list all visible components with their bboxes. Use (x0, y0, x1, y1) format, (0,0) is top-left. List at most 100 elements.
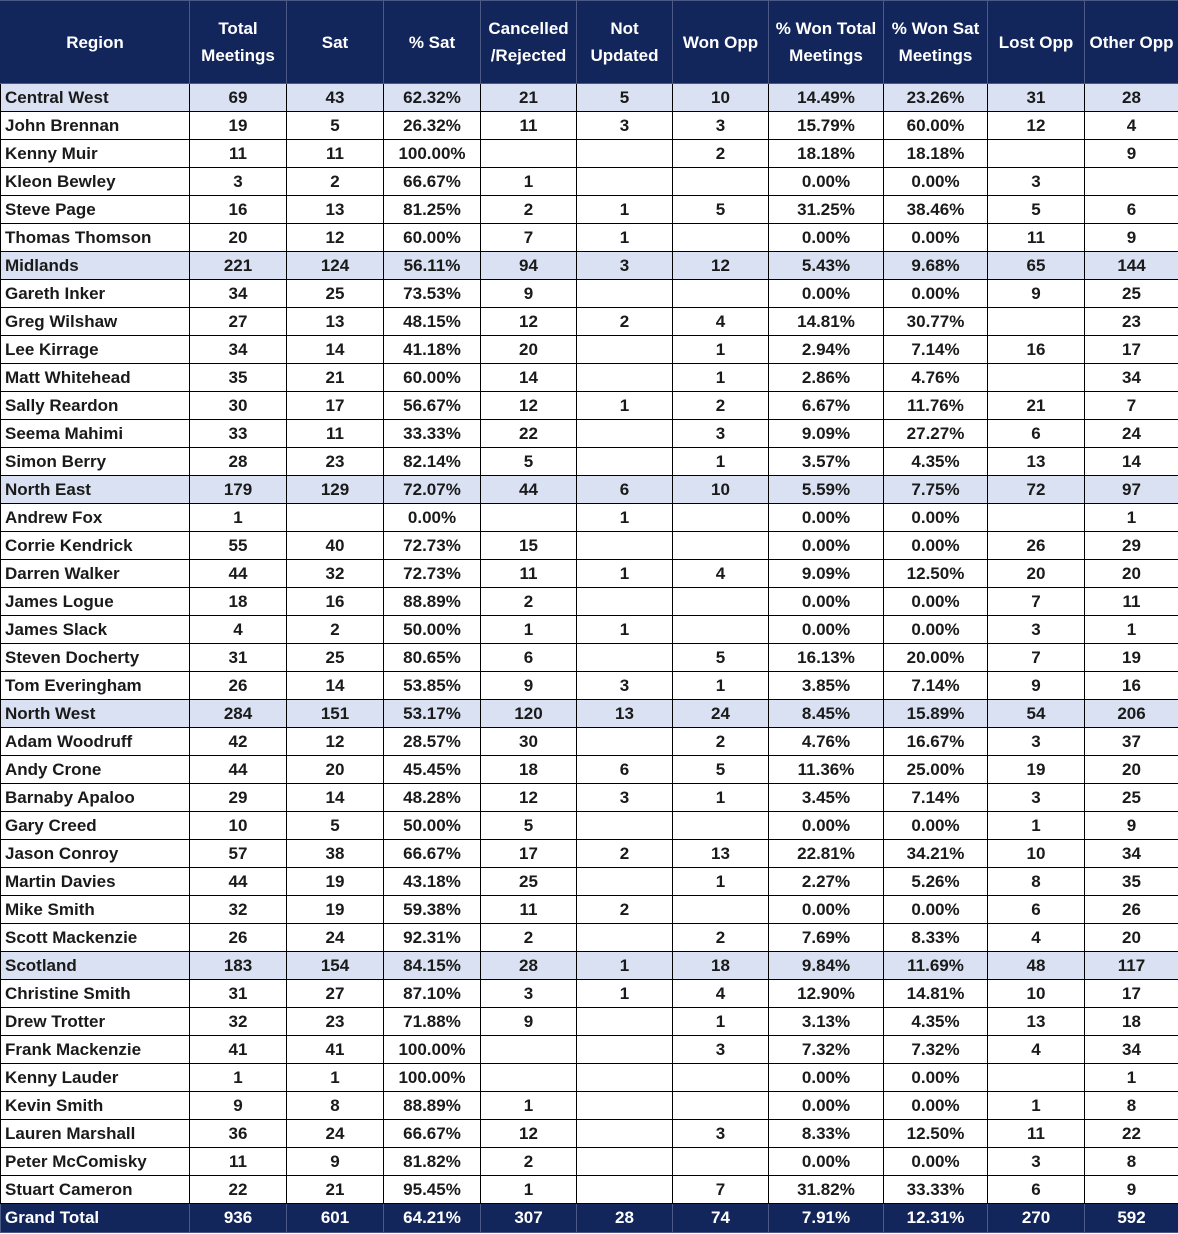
cell-pct-sat: 66.67% (383, 167, 481, 196)
cell-other-opp: 26 (1084, 895, 1178, 924)
cell-name: Kenny Lauder (0, 1063, 190, 1092)
cell-total-meetings: 183 (189, 951, 287, 980)
cell-pct-sat: 53.85% (383, 671, 481, 700)
cell-pct-won-total: 3.85% (768, 671, 884, 700)
cell-lost-opp: 3 (987, 615, 1085, 644)
cell-lost-opp: 10 (987, 839, 1085, 868)
cell-sat: 11 (286, 419, 384, 448)
cell-cancelled-rejected: 20 (480, 335, 577, 364)
cell-pct-won-sat: 9.68% (883, 251, 988, 280)
cell-cancelled-rejected (480, 1035, 577, 1064)
person-row: Kenny Lauder 1 1 100.00% 0.00% 0.00% 1 (0, 1063, 1178, 1092)
cell-sat: 41 (286, 1035, 384, 1064)
cell-cancelled-rejected: 2 (480, 923, 577, 952)
cell-not-updated: 1 (576, 223, 673, 252)
cell-name: Martin Davies (0, 867, 190, 896)
person-row: Stuart Cameron 22 21 95.45% 1 7 31.82% 33.33% 6 9 (0, 1175, 1178, 1204)
cell-pct-sat: 73.53% (383, 279, 481, 308)
cell-pct-sat: 66.67% (383, 1119, 481, 1148)
cell-lost-opp: 9 (987, 671, 1085, 700)
cell-won-opp: 5 (672, 195, 769, 224)
cell-won-opp (672, 1147, 769, 1176)
cell-pct-won-sat: 14.81% (883, 979, 988, 1008)
cell-pct-won-sat: 0.00% (883, 167, 988, 196)
cell-total-meetings: 31 (189, 643, 287, 672)
cell-lost-opp: 26 (987, 531, 1085, 560)
cell-not-updated: 28 (576, 1203, 673, 1233)
cell-sat: 13 (286, 195, 384, 224)
cell-not-updated (576, 1175, 673, 1204)
cell-pct-won-sat: 7.14% (883, 671, 988, 700)
cell-name: Andy Crone (0, 755, 190, 784)
cell-pct-sat: 56.67% (383, 391, 481, 420)
cell-pct-won-total: 8.33% (768, 1119, 884, 1148)
cell-pct-won-total: 31.82% (768, 1175, 884, 1204)
cell-other-opp: 22 (1084, 1119, 1178, 1148)
cell-other-opp: 9 (1084, 1175, 1178, 1204)
cell-pct-won-sat: 18.18% (883, 139, 988, 168)
cell-pct-won-total: 2.86% (768, 363, 884, 392)
cell-name: Christine Smith (0, 979, 190, 1008)
cell-lost-opp: 6 (987, 1175, 1085, 1204)
cell-not-updated: 5 (576, 83, 673, 112)
cell-pct-sat: 71.88% (383, 1007, 481, 1036)
cell-pct-won-sat: 25.00% (883, 755, 988, 784)
cell-not-updated: 2 (576, 895, 673, 924)
cell-name: Steve Page (0, 195, 190, 224)
cell-total-meetings: 22 (189, 1175, 287, 1204)
region-row: North East 179 129 72.07% 44 6 10 5.59% 7.75% 72 9… (0, 475, 1178, 504)
cell-total-meetings: 9 (189, 1091, 287, 1120)
cell-won-opp (672, 1091, 769, 1120)
cell-other-opp: 8 (1084, 1091, 1178, 1120)
cell-lost-opp: 54 (987, 699, 1085, 728)
cell-not-updated: 3 (576, 111, 673, 140)
cell-pct-won-total: 0.00% (768, 1147, 884, 1176)
cell-not-updated: 1 (576, 503, 673, 532)
cell-cancelled-rejected: 1 (480, 615, 577, 644)
cell-not-updated: 1 (576, 979, 673, 1008)
cell-pct-won-sat: 0.00% (883, 587, 988, 616)
cell-sat: 32 (286, 559, 384, 588)
cell-pct-sat: 81.25% (383, 195, 481, 224)
cell-sat: 24 (286, 923, 384, 952)
cell-pct-sat: 92.31% (383, 923, 481, 952)
cell-other-opp: 18 (1084, 1007, 1178, 1036)
cell-not-updated (576, 1035, 673, 1064)
person-row: John Brennan 19 5 26.32% 11 3 3 15.79% 60.00% 12 4 (0, 111, 1178, 140)
cell-total-meetings: 1 (189, 503, 287, 532)
person-row: Martin Davies 44 19 43.18% 25 1 2.27% 5.26% 8 35 (0, 867, 1178, 896)
cell-total-meetings: 35 (189, 363, 287, 392)
cell-pct-won-sat: 16.67% (883, 727, 988, 756)
person-row: Kevin Smith 9 8 88.89% 1 0.00% 0.00% 1 8 (0, 1091, 1178, 1120)
cell-cancelled-rejected: 12 (480, 1119, 577, 1148)
cell-pct-won-total: 8.45% (768, 699, 884, 728)
cell-name: John Brennan (0, 111, 190, 140)
cell-pct-won-sat: 5.26% (883, 867, 988, 896)
cell-other-opp: 1 (1084, 503, 1178, 532)
cell-pct-won-sat: 0.00% (883, 1063, 988, 1092)
cell-not-updated: 1 (576, 615, 673, 644)
cell-won-opp: 74 (672, 1203, 769, 1233)
cell-lost-opp: 16 (987, 335, 1085, 364)
cell-pct-won-sat: 7.32% (883, 1035, 988, 1064)
cell-pct-sat: 45.45% (383, 755, 481, 784)
cell-total-meetings: 284 (189, 699, 287, 728)
header-not-updated: Not Updated (576, 0, 673, 84)
cell-not-updated: 6 (576, 475, 673, 504)
cell-lost-opp (987, 503, 1085, 532)
cell-won-opp: 4 (672, 979, 769, 1008)
cell-total-meetings: 19 (189, 111, 287, 140)
cell-not-updated (576, 643, 673, 672)
cell-cancelled-rejected: 12 (480, 391, 577, 420)
cell-total-meetings: 31 (189, 979, 287, 1008)
cell-pct-won-total: 2.27% (768, 867, 884, 896)
cell-pct-won-sat: 8.33% (883, 923, 988, 952)
cell-name: James Logue (0, 587, 190, 616)
cell-pct-sat: 64.21% (383, 1203, 481, 1233)
cell-cancelled-rejected: 9 (480, 1007, 577, 1036)
cell-pct-won-sat: 7.75% (883, 475, 988, 504)
cell-pct-won-total: 9.09% (768, 419, 884, 448)
cell-sat: 19 (286, 867, 384, 896)
person-row: James Logue 18 16 88.89% 2 0.00% 0.00% 7 11 (0, 587, 1178, 616)
